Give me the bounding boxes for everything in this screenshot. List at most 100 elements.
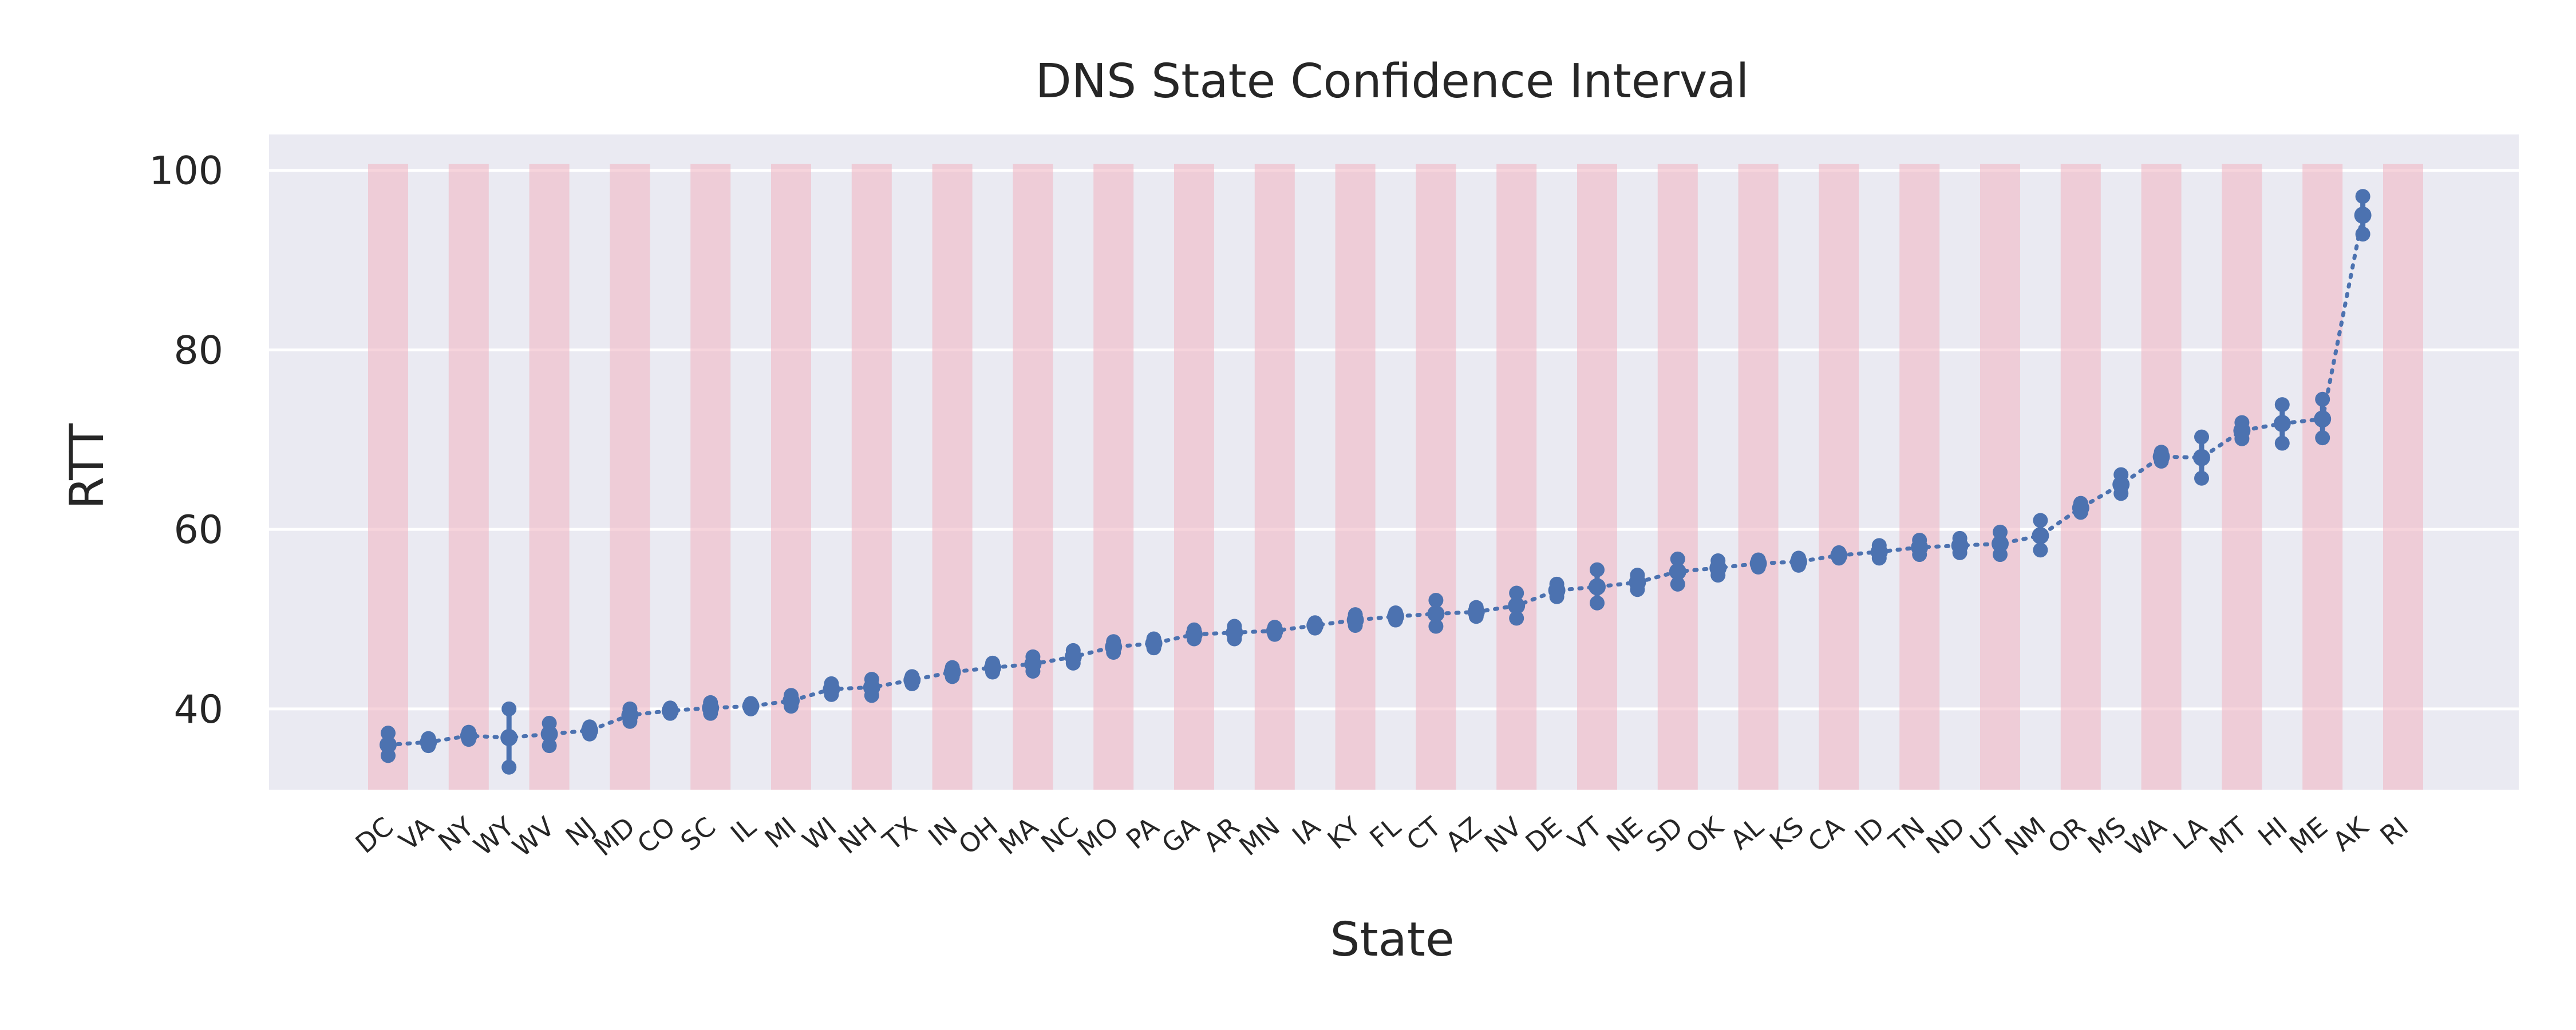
data-point bbox=[460, 727, 477, 744]
error-cap-lower bbox=[2274, 435, 2290, 451]
data-point bbox=[420, 733, 437, 751]
data-point bbox=[2152, 448, 2170, 466]
data-point bbox=[1346, 611, 1364, 629]
data-point bbox=[1064, 648, 1082, 665]
data-point bbox=[2233, 422, 2251, 439]
error-cap-lower bbox=[1670, 576, 1685, 592]
category-band bbox=[1738, 164, 1779, 790]
x-tick-label: WV bbox=[507, 811, 560, 863]
data-point bbox=[1548, 581, 1566, 599]
error-cap-upper bbox=[381, 726, 396, 741]
category-band bbox=[1174, 164, 1214, 790]
data-point bbox=[2354, 207, 2372, 224]
data-point bbox=[2072, 499, 2089, 517]
y-tick-label: 100 bbox=[149, 149, 223, 194]
y-tick-labels: 40 60 80 100 bbox=[149, 149, 223, 732]
x-tick-label: WA bbox=[2120, 811, 2172, 862]
data-point bbox=[863, 679, 880, 696]
data-point bbox=[2273, 415, 2291, 433]
error-cap-upper bbox=[2033, 513, 2048, 528]
error-cap-upper bbox=[1670, 551, 1685, 566]
x-tick-label: SC bbox=[675, 811, 722, 857]
x-tick-label: MN bbox=[1233, 811, 1285, 862]
category-band bbox=[1577, 164, 1617, 790]
data-point bbox=[984, 659, 1001, 676]
data-point bbox=[1226, 624, 1243, 641]
chart-title: DNS State Confidence Interval bbox=[1036, 54, 1749, 109]
data-point bbox=[1306, 616, 1324, 634]
x-tick-label: FL bbox=[1364, 811, 1406, 854]
x-tick-label: ID bbox=[1849, 811, 1890, 853]
category-band bbox=[932, 164, 973, 790]
data-point bbox=[380, 736, 397, 754]
data-point bbox=[2193, 449, 2210, 466]
category-band bbox=[1496, 164, 1537, 790]
data-point bbox=[621, 706, 639, 724]
data-point bbox=[500, 729, 518, 747]
category-band bbox=[529, 164, 570, 790]
category-band bbox=[690, 164, 731, 790]
data-point bbox=[1669, 562, 1686, 580]
error-cap-lower bbox=[2355, 227, 2370, 242]
category-band bbox=[2222, 164, 2262, 790]
x-tick-label: IA bbox=[1286, 811, 1326, 851]
error-cap-upper bbox=[1428, 593, 1444, 608]
category-band bbox=[1254, 164, 1295, 790]
x-tick-label: TX bbox=[876, 811, 923, 857]
error-cap-lower bbox=[2033, 542, 2048, 558]
data-point bbox=[581, 722, 598, 739]
data-point bbox=[1830, 546, 1848, 564]
y-tick-label: 60 bbox=[173, 508, 223, 553]
x-tick-label: RI bbox=[2374, 811, 2414, 851]
error-cap-lower bbox=[2315, 430, 2330, 446]
error-cap-upper bbox=[2355, 189, 2370, 204]
data-point bbox=[661, 702, 679, 719]
data-point bbox=[1951, 537, 1969, 554]
error-cap-lower bbox=[1509, 611, 1524, 626]
data-point bbox=[540, 725, 558, 743]
error-cap-upper bbox=[1590, 562, 1605, 577]
x-tick-label: AK bbox=[2327, 810, 2374, 857]
category-band bbox=[1819, 164, 1859, 790]
data-point bbox=[1105, 638, 1123, 656]
data-point bbox=[1024, 655, 1042, 673]
category-band bbox=[1335, 164, 1376, 790]
x-tick-label: CA bbox=[1802, 811, 1850, 858]
x-tick-label: KY bbox=[1322, 810, 1367, 855]
x-tick-label: DC bbox=[350, 811, 399, 859]
data-point bbox=[1870, 543, 1888, 561]
error-cap-lower bbox=[501, 759, 517, 775]
category-band bbox=[2383, 164, 2423, 790]
data-point bbox=[1992, 535, 2009, 553]
category-band bbox=[1899, 164, 1940, 790]
x-tick-label: MI bbox=[759, 811, 803, 854]
category-band bbox=[1657, 164, 1698, 790]
x-tick-label: IN bbox=[922, 811, 963, 852]
data-point bbox=[2032, 527, 2049, 545]
category-bands bbox=[368, 164, 2423, 790]
error-cap-lower bbox=[542, 738, 557, 754]
data-point bbox=[1749, 554, 1767, 572]
error-cap-upper bbox=[2315, 391, 2330, 407]
error-cap-lower bbox=[1428, 619, 1444, 634]
x-tick-label: HI bbox=[2252, 811, 2293, 852]
data-point bbox=[702, 699, 720, 717]
data-point bbox=[1387, 608, 1404, 625]
data-point bbox=[1790, 553, 1807, 571]
error-cap-upper bbox=[1993, 524, 2008, 540]
data-point bbox=[943, 663, 961, 681]
category-band bbox=[1416, 164, 1456, 790]
data-point bbox=[1589, 578, 1606, 596]
category-band bbox=[610, 164, 650, 790]
data-point bbox=[1911, 538, 1929, 556]
x-tick-label: MO bbox=[1071, 811, 1124, 862]
error-bars bbox=[380, 189, 2372, 775]
x-tick-label: NH bbox=[832, 811, 883, 860]
x-tick-label: AL bbox=[1724, 811, 1769, 855]
category-band bbox=[2141, 164, 2182, 790]
data-point bbox=[1467, 603, 1485, 621]
category-band bbox=[1093, 164, 1134, 790]
x-tick-label: MT bbox=[2203, 810, 2253, 859]
